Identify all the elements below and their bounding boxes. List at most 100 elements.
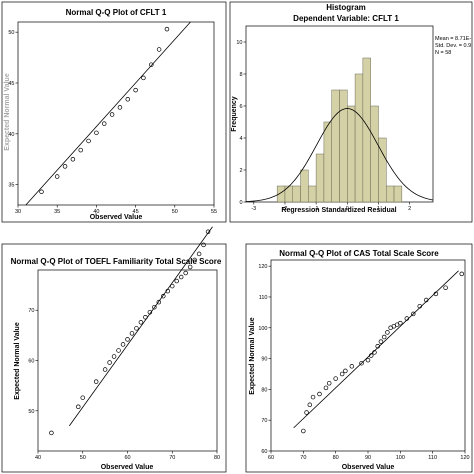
qq-toefl-point [80, 395, 85, 400]
histogram-bar [308, 185, 317, 203]
qq-cas-point [349, 364, 355, 369]
qq-toefl-point [111, 354, 117, 359]
qq-cas-point [326, 380, 332, 386]
qq-cflt1-point [117, 105, 123, 110]
histogram-ylabel: Frequency [231, 96, 238, 132]
qq-cflt1-xtick-label: 50 [172, 209, 178, 215]
histogram-ytick-label: 6 [239, 104, 242, 110]
histogram-xtick-label: -3 [251, 206, 256, 212]
qq-cas-xtick-label: 100 [396, 455, 405, 461]
qq-cas-ytick-label: 80 [261, 387, 267, 393]
qq-toefl-point [178, 274, 184, 280]
qq-cas-point [343, 368, 348, 374]
histogram-stat-n: N = 58 [435, 50, 451, 56]
qq-cflt1-point [70, 157, 76, 162]
qq-cas-point [381, 334, 387, 340]
histogram-stats-box: Mean = 8.71E- Std. Dev. = 0.9 N = 58 [435, 36, 471, 56]
qq-cflt1-point [39, 189, 44, 195]
qq-cas-reference-line [293, 270, 459, 429]
qq-cflt1-panel: Normal Q-Q Plot of CFLT 1 30 35 40 45 50 55 35… [1, 1, 227, 223]
histogram-xlabel: Regression Standardized Residual [281, 207, 396, 214]
qq-cas-ytick-label: 90 [261, 357, 267, 363]
qq-cas-point [339, 371, 345, 377]
qq-cflt1-point [109, 112, 115, 117]
qq-toefl-point [143, 315, 148, 320]
qq-toefl-title: Normal Q-Q Plot of TOEFL Familiarity Tot… [11, 257, 222, 266]
qq-toefl-point [183, 270, 188, 276]
qq-toefl-point [120, 342, 126, 347]
histogram-panel: Histogram Dependent Variable: CFLT 1 -3 -… [229, 1, 473, 223]
histogram-xtick-label: -1 [314, 206, 319, 212]
qq-cflt1-xlabel: Observed Value [90, 214, 143, 221]
qq-toefl-point [192, 257, 197, 263]
qq-cas-point [375, 344, 380, 349]
histogram-bar [339, 89, 348, 203]
histogram-bar [393, 185, 403, 203]
qq-cflt1-xtick-label: 45 [133, 209, 139, 215]
histogram-bar [354, 73, 364, 203]
qq-cflt1-point [94, 130, 99, 136]
qq-cflt1-xtick-label: 30 [15, 209, 21, 215]
qq-cas-point [404, 316, 410, 321]
qq-cas-ytick-label: 100 [258, 326, 267, 332]
histogram-stat-sd: Std. Dev. = 0.9 [435, 43, 471, 49]
qq-toefl-xtick-label: 60 [124, 455, 130, 461]
qq-toefl-point [76, 404, 81, 410]
qq-cas-point [368, 353, 374, 358]
qq-toefl-point [156, 299, 162, 305]
qq-cas-point [378, 339, 384, 344]
qq-cflt1-point [164, 26, 170, 32]
histogram-normal-curve [245, 108, 434, 202]
qq-toefl-point [93, 379, 99, 384]
qq-toefl-point [165, 288, 171, 294]
qq-toefl-point [170, 283, 175, 289]
qq-cas-point [365, 357, 371, 363]
qq-toefl-point [174, 278, 179, 284]
histogram-ytick-label: 2 [239, 168, 242, 174]
qq-cas-title: Normal Q-Q Plot of CAS Total Scale Score [279, 249, 439, 258]
qq-toefl-point [187, 264, 193, 270]
histogram-bar [300, 169, 309, 203]
histogram-bar [331, 89, 340, 203]
qq-cas-point [423, 297, 429, 303]
qq-toefl-point [201, 242, 206, 248]
histogram-bar [386, 185, 395, 203]
histogram-ytick-label: 10 [236, 40, 242, 46]
qq-toefl-plot-area [37, 269, 218, 452]
qq-cas-xtick-label: 110 [428, 455, 437, 461]
qq-toefl-point [116, 348, 121, 353]
histogram-bar [347, 105, 356, 203]
qq-cas-point [323, 385, 329, 391]
qq-toefl-point [102, 367, 108, 372]
qq-cflt1-point [141, 75, 146, 81]
qq-cas-point [385, 330, 390, 335]
qq-toefl-ytick-label: 50 [28, 409, 34, 415]
qq-cas-point [433, 291, 439, 297]
qq-toefl-point [49, 430, 54, 436]
histogram-xtick-label: -2 [283, 206, 288, 212]
qq-cas-xtick-label: 80 [333, 455, 339, 461]
qq-cflt1-ytick-label: 50 [8, 30, 14, 36]
histogram-bar [323, 121, 332, 203]
histogram-bar [370, 105, 379, 203]
qq-cflt1-xtick-label: 35 [54, 209, 60, 215]
qq-cas-point [411, 311, 416, 317]
qq-cas-point [307, 402, 313, 408]
qq-cas-point [417, 303, 422, 309]
qq-cas-point [459, 271, 465, 277]
qq-toefl-panel: Normal Q-Q Plot of TOEFL Familiarity Tot… [1, 226, 227, 473]
qq-cas-panel: Normal Q-Q Plot of CAS Total Scale Score… [245, 243, 473, 473]
qq-cflt1-ytick-label: 45 [8, 81, 14, 87]
qq-cflt1-xtick-label: 40 [93, 209, 99, 215]
qq-toefl-xlabel: Observed Value [101, 464, 154, 471]
qq-cas-point [359, 360, 364, 366]
qq-toefl-point [134, 326, 139, 331]
qq-cflt1-point [86, 138, 91, 144]
histogram-bar [315, 153, 325, 203]
qq-toefl-point [138, 320, 144, 325]
qq-cflt1-xtick-label: 55 [211, 209, 217, 215]
qq-cflt1-point [133, 87, 138, 93]
qq-cas-point [398, 320, 403, 326]
qq-cflt1-point [54, 174, 60, 179]
